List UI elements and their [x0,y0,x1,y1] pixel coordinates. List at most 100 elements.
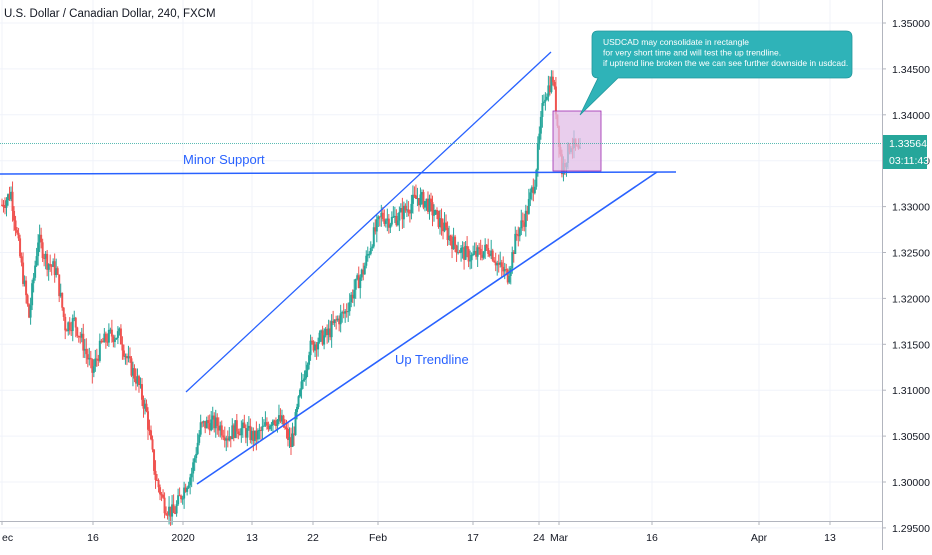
minor-support-line[interactable] [0,171,677,175]
candle-body [454,236,457,246]
candle-body [234,420,237,438]
candle-body [165,513,168,515]
candle-body [64,316,67,331]
candle-body [276,419,279,426]
candle-body [274,423,277,426]
candle-body [432,214,435,216]
candle-body [527,198,530,214]
candle-body [65,330,68,332]
candle-body [539,116,542,134]
candle-body [103,333,106,343]
candle-body [279,415,282,422]
candle-body [130,358,133,376]
candle-body [119,328,122,345]
time-axis[interactable]: ec 16 2020 13 22 Feb 17 24 Mar 16 Apr 13 [1,521,836,544]
candle-body [225,438,228,441]
candle-body [125,356,128,359]
candle-body [350,294,353,303]
candle-body [190,473,193,478]
time-tick-label: ec [2,532,13,544]
candle-body [177,495,180,505]
candle-body [404,205,407,211]
candle-body [241,422,244,429]
candle-body [553,82,556,87]
candle-body [154,470,157,480]
candle-body [247,425,250,429]
candle-body [303,378,306,380]
up-trendline[interactable] [196,171,658,485]
candle-body [449,235,452,241]
candle-body [16,230,19,233]
up-trendline-label[interactable]: Up Trendline [395,352,469,367]
time-tick-label: 13 [246,532,258,544]
candle-body [35,256,38,266]
current-price-value: 1.33564 [889,138,927,150]
candle-body [332,321,335,324]
candle-body [237,431,240,434]
candle-body [377,216,380,220]
candle-body [253,430,256,442]
annotation-callout[interactable]: USDCAD may consolidate in rectangle for v… [579,30,853,116]
candle-body [327,328,330,335]
candle-body [25,280,28,296]
candle-body [118,328,121,332]
candle-body [147,411,150,430]
candle-body [262,425,265,427]
candle-body [82,333,85,351]
consolidation-rectangle[interactable] [552,110,602,172]
candle-body [243,422,246,429]
candle-body [128,356,131,359]
candle-body [523,222,526,227]
candle-body [551,76,554,83]
candle-body [29,305,32,318]
annotation-callout-text: USDCAD may consolidate in rectangle for v… [603,37,848,68]
candle-body [85,348,88,355]
candle-body [426,198,429,212]
candle-body [67,322,70,332]
price-tick-label: 1.31000 [892,385,930,397]
candle-body [339,313,342,325]
candle-body [428,198,431,212]
candle-body [475,251,478,257]
candle-body [413,194,416,196]
candle-body [115,337,118,340]
minor-support-label[interactable]: Minor Support [183,152,265,167]
candle-body [80,333,83,338]
candle-body [488,253,491,256]
candle-body [56,268,59,275]
candle-body [360,269,363,278]
candle-body [524,210,527,227]
candle-body [280,415,283,422]
candle-body [160,494,163,496]
candle-body [374,227,377,232]
candle-body [44,253,47,259]
candle-body [283,426,286,428]
candle-body [336,318,339,321]
candle-body [371,246,374,249]
candle-body [273,420,276,424]
candle-body [479,248,482,255]
candle-body [296,406,299,413]
candle-body [414,195,417,199]
candle-body [83,348,86,351]
candle-body [20,256,23,263]
candle-body [156,479,159,481]
candle-body [554,86,557,115]
candle-body [43,258,46,260]
channel-upper-line[interactable] [185,51,552,393]
candle-body [162,494,165,498]
price-tick-label: 1.32500 [892,248,930,260]
candle-body [62,307,65,317]
candle-body [153,449,156,471]
candle-body [538,133,541,144]
candle-body [109,329,112,331]
candle-body [178,495,181,497]
price-axis[interactable]: 1.350001.345001.340001.335001.330001.325… [882,18,930,535]
candle-body [285,427,288,430]
candle-body [189,477,192,486]
candle-body [40,234,43,243]
candle-body [106,341,109,343]
candle-body [411,194,414,204]
candle-body [470,254,473,261]
